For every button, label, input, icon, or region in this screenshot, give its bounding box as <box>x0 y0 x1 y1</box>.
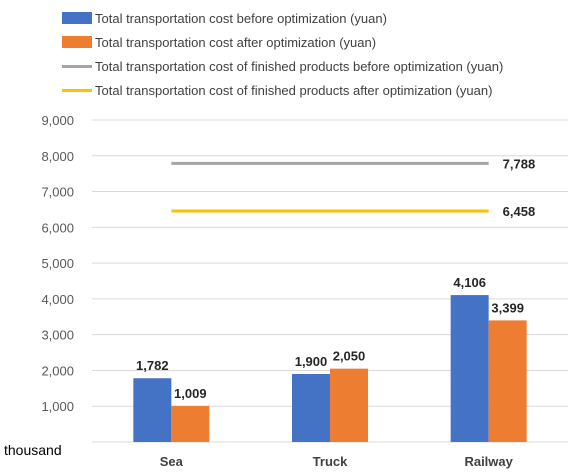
legend-item-after: Total transportation cost after optimiza… <box>62 30 503 54</box>
legend-item-before: Total transportation cost before optimiz… <box>62 6 503 30</box>
y-tick-label: 2,000 <box>41 363 74 378</box>
legend-swatch-after <box>62 36 92 48</box>
y-tick-label: 9,000 <box>41 113 74 128</box>
legend-swatch-finished-after <box>62 88 92 92</box>
y-tick-label: 5,000 <box>41 256 74 271</box>
x-category-label: Sea <box>160 454 184 469</box>
y-tick-label: 7,000 <box>41 185 74 200</box>
x-category-label: Truck <box>313 454 348 469</box>
y-tick-label: 1,000 <box>41 399 74 414</box>
bar-data-label: 1,900 <box>295 354 328 369</box>
y-tick-label: 3,000 <box>41 328 74 343</box>
legend-swatch-finished-before <box>62 64 92 68</box>
bar <box>133 378 172 442</box>
legend-item-finished-before: Total transportation cost of finished pr… <box>62 54 503 78</box>
legend-label-finished-before: Total transportation cost of finished pr… <box>95 58 504 74</box>
bar-data-label: 1,782 <box>136 358 169 373</box>
bar-data-label: 2,050 <box>333 349 366 364</box>
line-data-label: 6,458 <box>503 204 536 219</box>
bar <box>450 295 489 442</box>
bar <box>171 405 210 442</box>
legend-label-before: Total transportation cost before optimiz… <box>95 10 387 26</box>
legend: Total transportation cost before optimiz… <box>62 6 503 102</box>
y-tick-label: 4,000 <box>41 292 74 307</box>
bar <box>330 368 368 442</box>
bar-data-label: 4,106 <box>453 275 486 290</box>
bar-data-label: 1,009 <box>174 386 207 401</box>
y-tick-label: 8,000 <box>41 149 74 164</box>
bar-data-label: 3,399 <box>491 300 524 315</box>
y-tick-label: 6,000 <box>41 220 74 235</box>
bar <box>292 374 330 442</box>
line-data-label: 7,788 <box>503 156 536 171</box>
y-unit-label: thousand <box>4 442 62 458</box>
legend-label-finished-after: Total transportation cost of finished pr… <box>95 82 493 98</box>
legend-item-finished-after: Total transportation cost of finished pr… <box>62 78 503 102</box>
bar <box>488 320 527 442</box>
legend-swatch-before <box>62 12 92 24</box>
legend-label-after: Total transportation cost after optimiza… <box>95 34 377 50</box>
x-category-label: Railway <box>464 454 513 469</box>
